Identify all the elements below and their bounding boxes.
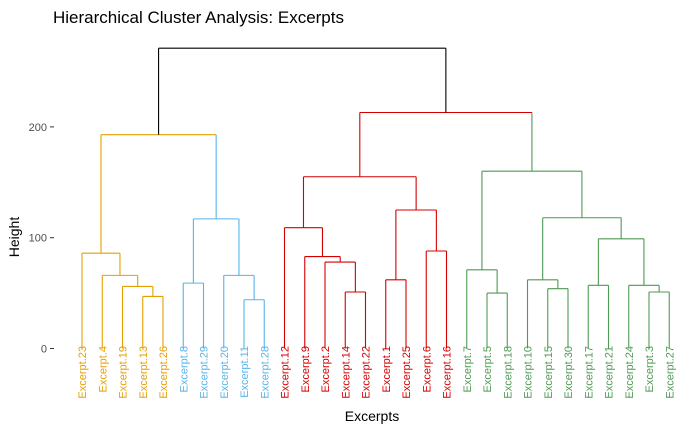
merge-m20 — [547, 288, 569, 349]
leaf-label: Excerpt.30 — [563, 346, 575, 399]
y-axis: 0 100 200 — [29, 122, 54, 356]
merge-m23 — [628, 284, 660, 349]
leaf-label: Excerpt.7 — [462, 346, 474, 392]
leaf-labels: Excerpt.23 Excerpt.4 Excerpt.19 Excerpt.13 E… — [77, 346, 676, 399]
y-tick-label: 100 — [29, 233, 47, 245]
leaf-label: Excerpt.26 — [158, 346, 170, 399]
leaf-label: Excerpt.12 — [280, 346, 292, 399]
merge-m13 — [283, 227, 324, 349]
merge-m7 — [223, 274, 255, 349]
leaf-label: Excerpt.25 — [401, 346, 413, 399]
leaf-label: Excerpt.10 — [523, 346, 535, 399]
leaf-label: Excerpt.23 — [77, 346, 89, 399]
merge-m8 — [192, 218, 240, 284]
merge-m12 — [304, 255, 341, 349]
leaf-label: Excerpt.24 — [624, 346, 636, 399]
merge-m24 — [587, 284, 610, 349]
leaf-label: Excerpt.20 — [219, 346, 231, 399]
merge-m10 — [344, 291, 367, 349]
merge-m21 — [526, 279, 559, 349]
leaf-label: Excerpt.13 — [138, 346, 150, 399]
merge-m11 — [324, 261, 356, 349]
merge-m25 — [597, 238, 645, 286]
merge-m15 — [425, 250, 448, 349]
merge-m14 — [385, 279, 407, 349]
leaf-label: Excerpt.28 — [259, 346, 271, 399]
merge-m17 — [302, 176, 417, 228]
leaf-label: Excerpt.19 — [118, 346, 130, 399]
merge-m18 — [486, 292, 508, 349]
leaf-label: Excerpt.16 — [442, 346, 454, 399]
leaf-label: Excerpt.6 — [421, 346, 433, 392]
leaf-label: Excerpt.9 — [300, 346, 312, 392]
merge-m27 — [481, 170, 583, 270]
leaf-label: Excerpt.3 — [644, 346, 656, 392]
leaf-label: Excerpt.4 — [97, 346, 109, 392]
leaf-label: Excerpt.1 — [381, 346, 393, 392]
merge-m2 — [121, 285, 154, 349]
leaf-label: Excerpt.27 — [664, 346, 676, 399]
merge-m5 — [182, 282, 205, 349]
leaf-label: Excerpt.15 — [543, 346, 555, 399]
leaf-label: Excerpt.29 — [199, 346, 211, 399]
merge-m9 — [100, 134, 217, 254]
leaf-label: Excerpt.5 — [482, 346, 494, 392]
leaf-label: Excerpt.22 — [361, 346, 373, 399]
y-axis-title: Height — [6, 217, 22, 258]
y-tick-label: 0 — [41, 344, 47, 356]
merge-m22 — [648, 291, 670, 349]
leaf-label: Excerpt.8 — [178, 346, 190, 392]
leaf-label: Excerpt.18 — [502, 346, 514, 399]
merge-m19 — [466, 269, 498, 349]
merge-m29 — [158, 47, 447, 135]
leaf-label: Excerpt.17 — [583, 346, 595, 399]
merge-m28 — [359, 111, 533, 177]
merge-m6 — [243, 299, 265, 349]
x-axis-title: Excerpts — [345, 408, 399, 424]
dendrogram-links — [81, 47, 670, 349]
merge-m16 — [395, 209, 437, 280]
merge-m4 — [81, 252, 121, 349]
leaf-label: Excerpt.2 — [320, 346, 332, 392]
merge-m26 — [542, 217, 622, 280]
chart-title: Hierarchical Cluster Analysis: Excerpts — [53, 8, 344, 27]
y-tick-label: 200 — [29, 122, 47, 134]
leaf-label: Excerpt.21 — [604, 346, 616, 399]
merge-m1 — [142, 295, 164, 349]
leaf-label: Excerpt.14 — [340, 346, 352, 399]
leaf-label: Excerpt.11 — [239, 346, 251, 398]
